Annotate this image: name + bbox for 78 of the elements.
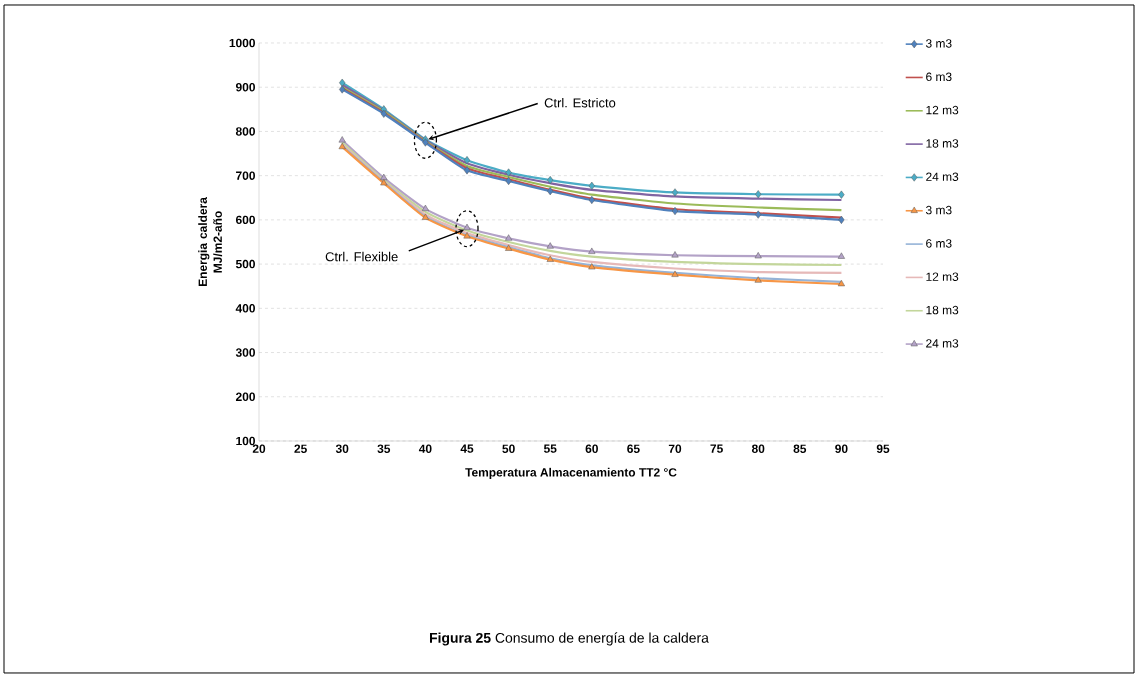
point <box>837 279 845 287</box>
point <box>588 247 596 254</box>
point <box>837 252 845 259</box>
x-tick-label: 35 <box>377 444 391 453</box>
point <box>380 109 387 118</box>
legend-label: 18 m3 <box>926 139 959 148</box>
x-tick-label: 90 <box>835 444 848 453</box>
legend-label: 12 m3 <box>926 105 959 115</box>
annotation: Ctrl. Flexible <box>325 251 398 262</box>
x-tick-label: 40 <box>418 444 432 453</box>
y-axis-title: Energia caldera MJ/m2-año <box>198 197 223 287</box>
y-tick-label: 400 <box>235 304 255 313</box>
point <box>421 204 429 211</box>
point <box>421 213 429 220</box>
point <box>754 252 762 259</box>
legend-label: 3 m3 <box>925 205 952 215</box>
legend-label: 6 m3 <box>926 239 952 248</box>
point <box>546 242 554 249</box>
point <box>671 188 679 197</box>
y-tick-label: 600 <box>235 215 255 225</box>
y-tick-label: 200 <box>235 392 255 401</box>
point <box>546 255 554 262</box>
point <box>755 210 762 219</box>
y-tick-label: 100 <box>236 436 255 446</box>
point <box>505 168 512 177</box>
x-tick-label: 65 <box>627 444 640 453</box>
point <box>588 181 595 190</box>
text: Figura 25 Consumo de energía de la caldera <box>430 632 709 646</box>
legend-label: 6 m3 <box>926 72 952 81</box>
legend-label: 24 m3 <box>926 172 959 181</box>
point <box>588 263 596 270</box>
x-tick-label: 25 <box>294 444 307 453</box>
point <box>380 179 388 186</box>
point <box>671 206 679 216</box>
point <box>671 251 679 258</box>
y-tick-label: 1000 <box>229 38 255 48</box>
point <box>547 176 554 185</box>
x-tick-label: 55 <box>543 444 557 453</box>
y-tick-label: 500 <box>235 259 255 269</box>
point <box>338 142 346 150</box>
point <box>463 156 471 165</box>
point <box>505 234 513 241</box>
y-tick-label: 700 <box>236 171 255 180</box>
legend-label: 24 m3 <box>926 339 959 348</box>
legend-label: 12 m3 <box>926 272 959 281</box>
x-axis-title: Temperatura Almacenamiento TT2 °C <box>465 467 677 479</box>
x-tick-label: 75 <box>710 444 723 453</box>
point <box>463 166 471 175</box>
x-tick-label: 20 <box>252 444 266 453</box>
point <box>838 215 845 224</box>
point <box>463 232 471 239</box>
point <box>463 223 471 230</box>
point <box>755 190 762 199</box>
point <box>838 190 845 199</box>
x-tick-label: 60 <box>585 444 598 453</box>
x-tick-label: 85 <box>793 444 807 453</box>
y-tick-label: 300 <box>235 348 255 357</box>
x-tick-label: 30 <box>335 444 349 453</box>
point <box>338 136 346 143</box>
point <box>339 78 346 87</box>
x-tick-label: 50 <box>502 444 515 453</box>
point <box>380 173 388 181</box>
point <box>671 270 679 277</box>
point <box>547 187 554 196</box>
point <box>505 244 513 251</box>
point <box>754 276 762 283</box>
x-tick-label: 45 <box>460 444 474 453</box>
x-tick-label: 70 <box>668 444 682 453</box>
point <box>339 85 346 94</box>
legend-label: 3 m3 <box>925 39 952 48</box>
annotation: Ctrl. Estricto <box>544 97 616 108</box>
y-tick-label: 900 <box>235 82 255 92</box>
legend-label: 18 m3 <box>926 305 959 315</box>
y-tick-label: 800 <box>235 127 255 136</box>
point <box>505 176 512 186</box>
x-tick-label: 95 <box>876 444 890 453</box>
x-tick-label: 80 <box>751 444 765 453</box>
point <box>588 195 595 205</box>
